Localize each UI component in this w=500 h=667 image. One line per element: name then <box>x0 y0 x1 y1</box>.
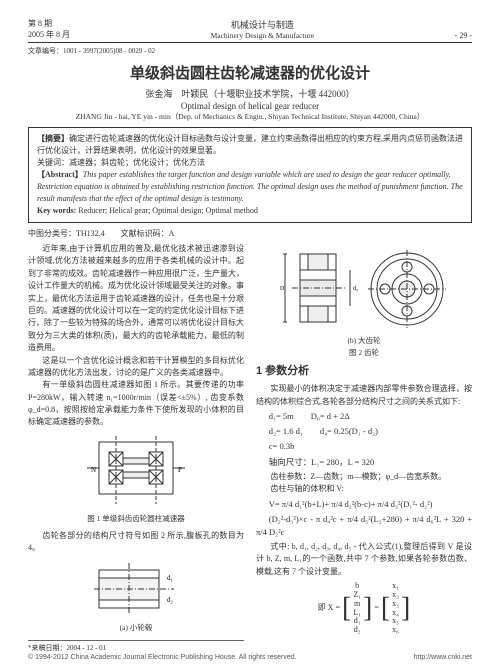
formula-v2: (D₂²-d₃²)×c - π d₄²c + π/4 d₅²(L₂+280) +… <box>256 513 472 539</box>
fig-note: 齿轮各部分的结构尺寸符号如图 2 所示,腹板孔的数目为 4。 <box>28 530 244 555</box>
date: 2005 年 8 月 <box>28 29 70 40</box>
figure-2b-row: D d₂ <box>256 248 472 330</box>
header-center: 机械设计与制造 Machinery Design & Manufacture <box>211 18 315 40</box>
issue: 第 8 期 <box>28 18 70 29</box>
formula: 轴向尺寸：L₁= 280，L = 320 <box>256 456 472 469</box>
abstract-label-cn: 【摘要】 <box>37 134 69 143</box>
para: 近年来,由于计算机应用的普及,最优化技术被迅速渗到设计领域,优化方法被越来越多的… <box>28 243 244 355</box>
abstract-cn: 【摘要】确定进行齿轮减速器的优化设计目标函数与设计变量，建立约束函数得出相应的约… <box>37 133 463 157</box>
reducer-diagram: N P <box>81 434 191 509</box>
figure-1: N P 图 1 单级斜齿齿轮圆柱减速器 <box>28 434 244 525</box>
svg-text:d₁: d₁ <box>167 574 173 582</box>
journal-en: Machinery Design & Manufacture <box>211 31 315 40</box>
copyright: © 1994-2012 China Academic Journal Elect… <box>28 654 472 661</box>
doc-code: 文章编号：1001 - 3997(2005)08 - 0029 - 02 <box>28 46 472 56</box>
small-hub-diagram: d₁ d₂ <box>89 560 184 618</box>
svg-text:P: P <box>178 466 182 474</box>
columns: 近年来,由于计算机应用的普及,最优化技术被迅速渗到设计领域,优化方法被越来越多的… <box>28 243 472 654</box>
kw-cn: 减速器；斜齿轮；优化设计；优化方法 <box>69 158 205 167</box>
header-left: 第 8 期 2005 年 8 月 <box>28 18 70 40</box>
para: 有一单级斜齿圆柱减速器如图 1 所示。其要传递的功率 P=280kW，输入转速 … <box>28 379 244 429</box>
authors-cn: 张金海 叶颖民（十堰职业技术学院，十堰 442000） <box>28 87 472 100</box>
figure-2a: d₁ d₂ (a) 小轮毂 <box>28 560 244 634</box>
formula: d₁= 5m D₀= d + 2Δ <box>256 410 472 423</box>
svg-text:N: N <box>91 466 96 474</box>
abstract-text-en: This paper establishes the target functi… <box>37 170 463 203</box>
fig2b-label: (b) 大齿轮 <box>256 335 472 347</box>
keywords-cn: 关键词：减速器；斜齿轮；优化设计；优化方法 <box>37 157 463 169</box>
section-1-title: 1 参数分析 <box>256 363 472 380</box>
header-page: - 29 - <box>455 31 472 40</box>
para: 实现最小的体积决定于减速器内部零件参数合理选择，按结构的体积综合式,各轮各部分结… <box>256 383 472 408</box>
kw-label-cn: 关键词： <box>37 158 69 167</box>
svg-text:d₂: d₂ <box>353 286 358 292</box>
date-footer: *来稿日期：2004 - 12 - 01 <box>28 640 244 654</box>
title-en: Optimal design of helical gear reducer <box>28 101 472 111</box>
abstract-text-cn: 确定进行齿轮减速器的优化设计目标函数与设计变量，建立约束函数得出相应的约束方程,… <box>37 134 463 155</box>
fig2a-label: (a) 小轮毂 <box>28 622 244 634</box>
journal-cn: 机械设计与制造 <box>211 18 315 31</box>
keywords-en: Key words: Reducer; Helical gear; Optima… <box>37 205 463 217</box>
title-cn: 单级斜齿圆柱齿轮减速器的优化设计 <box>28 62 472 83</box>
fig1-label: 图 1 单级斜齿齿轮圆柱减速器 <box>28 513 244 525</box>
abstract-box: 【摘要】确定进行齿轮减速器的优化设计目标函数与设计变量，建立约束函数得出相应的约… <box>28 127 472 223</box>
para: 齿柱参数：Z—齿数；m—模数；φ_d—齿宽系数。 <box>256 471 472 483</box>
left-column: 近年来,由于计算机应用的普及,最优化技术被迅速渗到设计领域,优化方法被越来越多的… <box>28 243 244 654</box>
fig2-label: 图 2 齿轮 <box>256 347 472 359</box>
copyright-url: http://www.cnki.net <box>414 654 472 661</box>
big-gear-side: D d₂ <box>280 248 360 330</box>
right-column: D d₂ (b) 大齿轮 图 2 齿轮 <box>256 243 472 654</box>
classification: 中图分类号：TH132.4 文献标识码：A <box>28 228 472 239</box>
page: 第 8 期 2005 年 8 月 机械设计与制造 Machinery Desig… <box>0 0 500 664</box>
matrix: 即 X = [ b Z₁ m L₁ d₁ d₂ ] = [ x₁ x₂ x₃ x… <box>256 582 472 635</box>
para: 这是以一个含优化设计概念和若干计算模型的多目标优化减速器的优化方法出发，讨论的是… <box>28 355 244 380</box>
copyright-text: © 1994-2012 China Academic Journal Elect… <box>28 654 297 661</box>
abstract-en: 【Abstract】This paper establishes the tar… <box>37 169 463 205</box>
svg-text:D: D <box>280 286 285 292</box>
matrix-item: d₂ <box>353 626 361 635</box>
formula: d₂= 1.6 d₁ d₄= 0.25(D₁ - d₂) <box>256 425 472 438</box>
para: 齿柱与轴的体积和 V: <box>256 483 472 495</box>
big-gear-front <box>366 248 448 330</box>
kw-label-en: Key words: <box>37 206 78 215</box>
formula: c= 0.3b <box>256 440 472 453</box>
abstract-label-en: 【Abstract】 <box>37 170 83 179</box>
matrix-label: 即 X = <box>318 603 340 612</box>
formula-v: V= π/4 d₁²(b+L)+ π/4 d₂²(b-c)+ π/4 d₃²(D… <box>256 498 472 511</box>
header: 第 8 期 2005 年 8 月 机械设计与制造 Machinery Desig… <box>28 18 472 43</box>
para: 式中: b, d₁, d₂, d₃, d₄, d₅ - 代入公式(1),整理后得… <box>256 541 472 578</box>
svg-text:d₂: d₂ <box>167 596 174 604</box>
kw-en: Reducer; Helical gear; Optimal design; O… <box>78 206 258 215</box>
matrix-item: x₆ <box>392 626 399 635</box>
authors-en: ZHANG Jin - hai, YE yin - min（Dep. of Me… <box>28 111 472 122</box>
